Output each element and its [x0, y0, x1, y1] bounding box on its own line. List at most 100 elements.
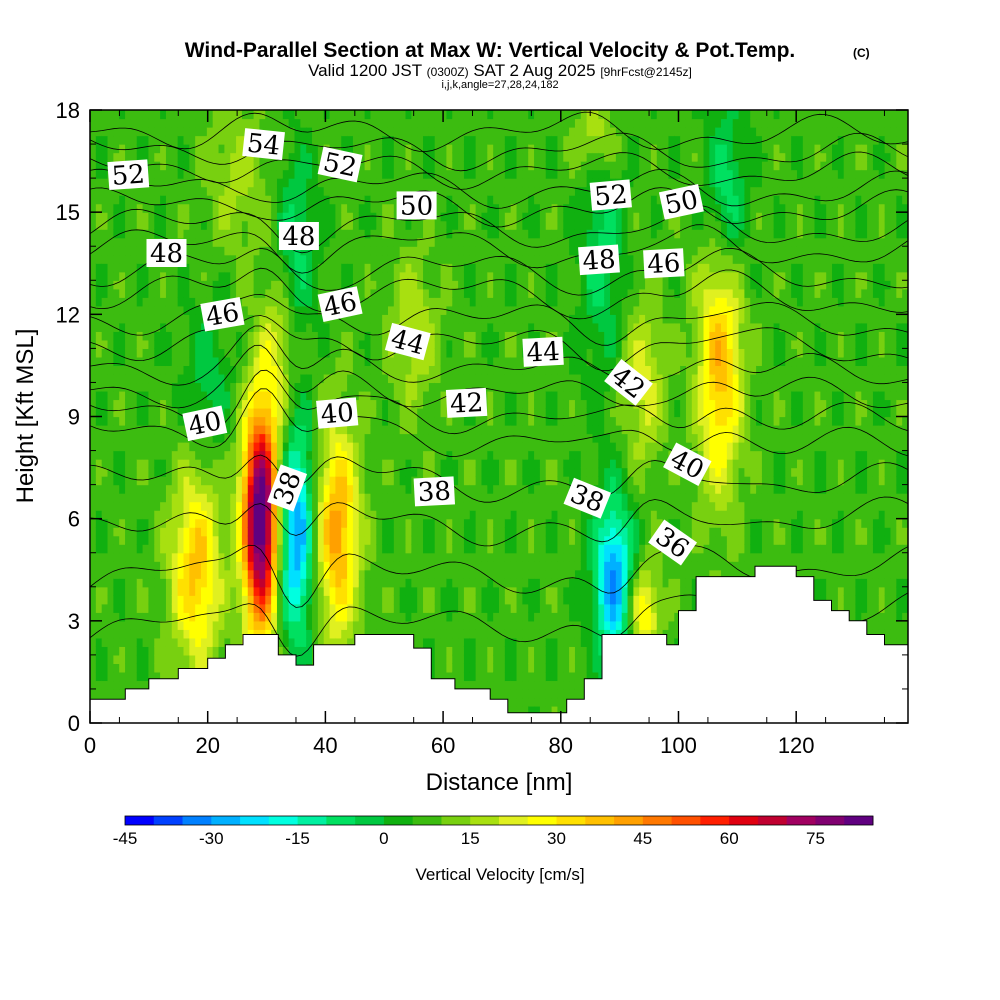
velocity-cell [475, 220, 483, 230]
velocity-cell [271, 544, 278, 554]
velocity-cell [95, 220, 103, 230]
velocity-cell [423, 637, 430, 647]
velocity-cell [253, 288, 261, 298]
velocity-cell [300, 459, 307, 469]
velocity-cell [335, 135, 342, 145]
velocity-cell [306, 254, 313, 264]
velocity-cell [405, 569, 412, 579]
velocity-cell [347, 442, 354, 452]
velocity-cell [458, 671, 465, 682]
velocity-cell [358, 578, 366, 588]
velocity-cell [183, 569, 190, 579]
velocity-cell [148, 331, 155, 341]
velocity-cell [387, 373, 395, 384]
velocity-cell [189, 629, 196, 639]
velocity-cell [387, 348, 395, 358]
velocity-cell [323, 348, 331, 358]
velocity-cell [160, 586, 167, 596]
velocity-cell [130, 246, 138, 256]
velocity-cell [405, 246, 412, 256]
velocity-cell [405, 152, 412, 162]
velocity-cell [160, 127, 167, 137]
velocity-cell [399, 586, 407, 596]
velocity-cell [107, 671, 114, 682]
velocity-cell [224, 552, 231, 562]
velocity-cell [329, 195, 336, 205]
velocity-cell [423, 288, 430, 298]
velocity-cell [329, 271, 336, 281]
velocity-cell [393, 433, 401, 443]
velocity-cell [119, 518, 126, 528]
velocity-cell [130, 263, 138, 273]
velocity-cell [201, 348, 208, 358]
velocity-cell [271, 586, 278, 596]
velocity-cell [323, 493, 331, 503]
velocity-cell [358, 620, 366, 630]
velocity-cell [393, 135, 401, 145]
velocity-cell [364, 254, 372, 264]
velocity-cell [224, 476, 231, 486]
velocity-cell [341, 442, 348, 452]
velocity-cell [493, 595, 500, 605]
velocity-cell [154, 552, 161, 562]
velocity-cell [107, 144, 114, 154]
velocity-cell [288, 356, 296, 367]
velocity-cell [236, 637, 243, 647]
velocity-cell [218, 254, 225, 264]
velocity-cell [148, 271, 155, 281]
velocity-cell [481, 195, 488, 205]
velocity-cell [370, 433, 377, 443]
velocity-cell [382, 135, 389, 145]
velocity-cell [428, 186, 436, 196]
velocity-cell [148, 144, 155, 154]
velocity-cell [142, 314, 150, 324]
velocity-cell [382, 586, 389, 596]
velocity-cell [288, 578, 296, 588]
velocity-cell [463, 322, 471, 332]
velocity-cell [463, 348, 471, 358]
velocity-cell [323, 271, 331, 281]
velocity-cell [382, 161, 389, 171]
velocity-cell [358, 365, 366, 375]
velocity-cell [241, 212, 249, 222]
velocity-cell [294, 569, 301, 579]
velocity-cell [136, 407, 144, 418]
velocity-cell [142, 433, 150, 443]
velocity-cell [125, 450, 132, 460]
velocity-cell [119, 586, 126, 596]
velocity-cell [323, 620, 331, 630]
velocity-cell [341, 348, 348, 358]
velocity-cell [440, 169, 448, 179]
velocity-cell [452, 331, 459, 341]
velocity-cell [411, 442, 418, 452]
velocity-cell [405, 459, 412, 469]
velocity-cell [189, 390, 196, 401]
velocity-cell [341, 510, 348, 520]
velocity-cell [475, 297, 483, 307]
velocity-cell [95, 271, 103, 281]
velocity-cell [393, 237, 401, 247]
velocity-cell [160, 178, 167, 188]
velocity-cell [247, 442, 255, 452]
velocity-cell [306, 288, 313, 298]
velocity-cell [195, 501, 202, 511]
velocity-cell [411, 527, 418, 537]
velocity-cell [405, 484, 412, 494]
velocity-cell [101, 493, 109, 503]
velocity-cell [312, 271, 319, 281]
velocity-cell [440, 501, 448, 511]
velocity-cell [113, 646, 120, 656]
velocity-cell [376, 356, 383, 367]
velocity-cell [154, 646, 161, 656]
velocity-cell [253, 178, 261, 188]
velocity-cell [125, 322, 132, 332]
velocity-cell [230, 399, 237, 409]
velocity-cell [487, 280, 494, 290]
velocity-cell [183, 322, 190, 332]
velocity-cell [323, 229, 331, 239]
velocity-cell [183, 118, 190, 128]
velocity-cell [271, 612, 278, 622]
velocity-cell [347, 544, 354, 554]
velocity-cell [382, 348, 389, 358]
velocity-cell [253, 510, 261, 520]
